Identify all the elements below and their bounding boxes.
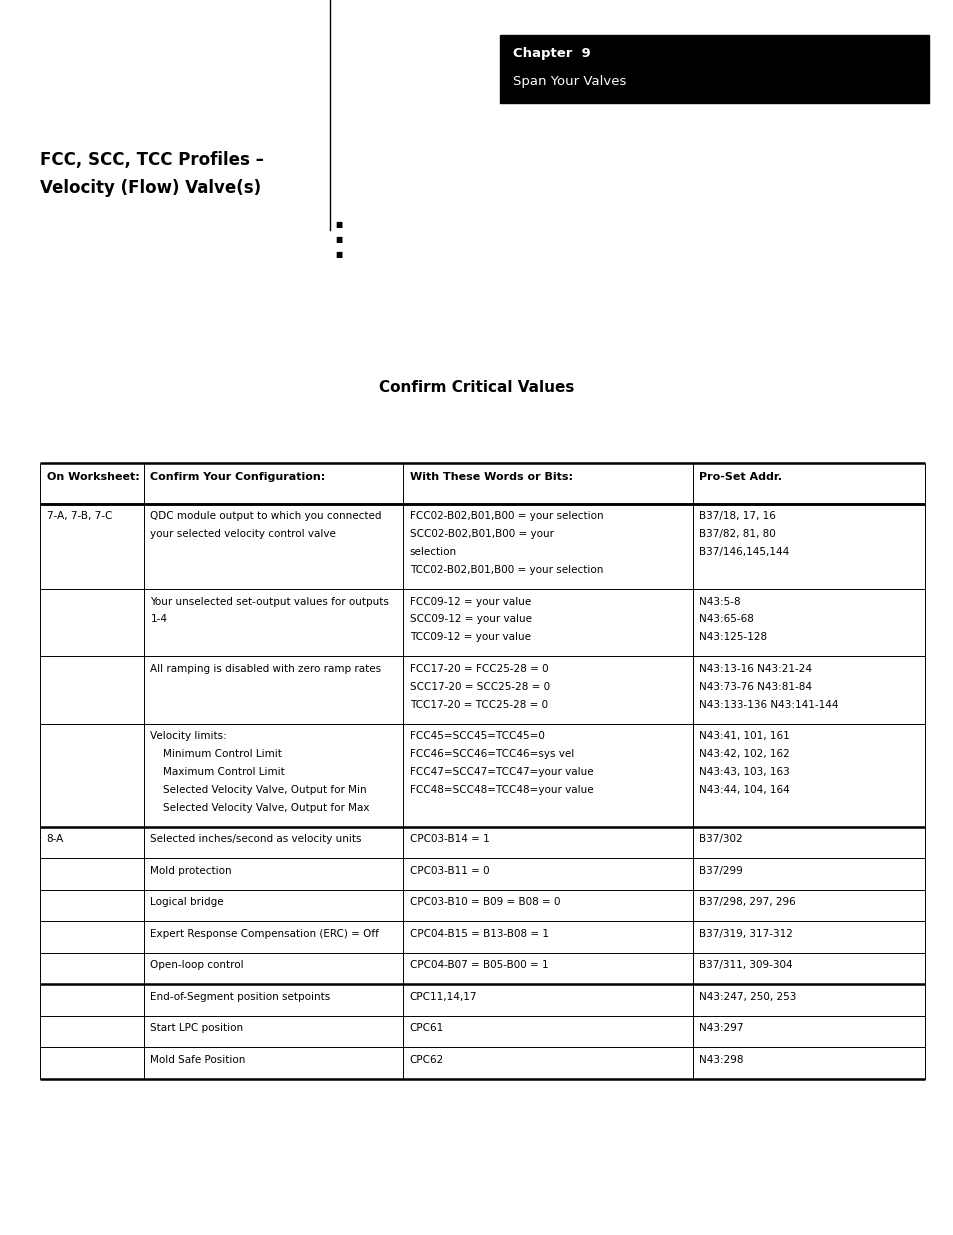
Text: N43:125-128: N43:125-128	[699, 632, 766, 642]
Text: Mold protection: Mold protection	[151, 866, 232, 876]
Text: B37/298, 297, 296: B37/298, 297, 296	[699, 898, 795, 908]
Text: FCC09-12 = your value: FCC09-12 = your value	[409, 597, 531, 606]
Text: selection: selection	[409, 547, 456, 557]
Text: FCC48=SCC48=TCC48=your value: FCC48=SCC48=TCC48=your value	[409, 785, 593, 795]
Text: CPC04-B07 = B05-B00 = 1: CPC04-B07 = B05-B00 = 1	[409, 961, 548, 971]
Text: Confirm Critical Values: Confirm Critical Values	[379, 380, 574, 395]
Text: B37/146,145,144: B37/146,145,144	[699, 547, 789, 557]
Text: FCC17-20 = FCC25-28 = 0: FCC17-20 = FCC25-28 = 0	[409, 664, 548, 674]
Text: Confirm Your Configuration:: Confirm Your Configuration:	[151, 472, 325, 482]
FancyBboxPatch shape	[499, 35, 928, 103]
Text: FCC45=SCC45=TCC45=0: FCC45=SCC45=TCC45=0	[409, 731, 544, 741]
Text: N43:133-136 N43:141-144: N43:133-136 N43:141-144	[699, 700, 838, 710]
Text: End-of-Segment position setpoints: End-of-Segment position setpoints	[151, 992, 331, 1002]
Text: Velocity limits:: Velocity limits:	[151, 731, 227, 741]
Text: On Worksheet:: On Worksheet:	[47, 472, 139, 482]
Text: Expert Response Compensation (ERC) = Off: Expert Response Compensation (ERC) = Off	[151, 929, 378, 939]
Text: FCC, SCC, TCC Profiles –: FCC, SCC, TCC Profiles –	[40, 151, 264, 169]
Text: CPC62: CPC62	[409, 1055, 443, 1065]
Text: SCC02-B02,B01,B00 = your: SCC02-B02,B01,B00 = your	[409, 529, 553, 540]
Text: N43:43, 103, 163: N43:43, 103, 163	[699, 767, 789, 777]
Text: Selected Velocity Valve, Output for Max: Selected Velocity Valve, Output for Max	[151, 803, 370, 813]
Text: B37/299: B37/299	[699, 866, 742, 876]
Text: Selected Velocity Valve, Output for Min: Selected Velocity Valve, Output for Min	[151, 785, 367, 795]
Text: N43:13-16 N43:21-24: N43:13-16 N43:21-24	[699, 664, 811, 674]
Text: B37/18, 17, 16: B37/18, 17, 16	[699, 511, 776, 521]
Text: With These Words or Bits:: With These Words or Bits:	[409, 472, 572, 482]
Text: ■: ■	[335, 220, 343, 230]
Text: Velocity (Flow) Valve(s): Velocity (Flow) Valve(s)	[40, 179, 261, 198]
Text: QDC module output to which you connected: QDC module output to which you connected	[151, 511, 381, 521]
Text: 7-A, 7-B, 7-C: 7-A, 7-B, 7-C	[47, 511, 112, 521]
Text: CPC03-B10 = B09 = B08 = 0: CPC03-B10 = B09 = B08 = 0	[409, 898, 559, 908]
Text: TCC17-20 = TCC25-28 = 0: TCC17-20 = TCC25-28 = 0	[409, 700, 547, 710]
Text: SCC09-12 = your value: SCC09-12 = your value	[409, 615, 531, 625]
Text: SCC17-20 = SCC25-28 = 0: SCC17-20 = SCC25-28 = 0	[409, 682, 549, 692]
Text: Start LPC position: Start LPC position	[151, 1024, 243, 1034]
Text: Selected inches/second as velocity units: Selected inches/second as velocity units	[151, 835, 361, 845]
Text: N43:42, 102, 162: N43:42, 102, 162	[699, 748, 789, 760]
Text: 1-4: 1-4	[151, 615, 167, 625]
Text: N43:247, 250, 253: N43:247, 250, 253	[699, 992, 796, 1002]
Text: TCC02-B02,B01,B00 = your selection: TCC02-B02,B01,B00 = your selection	[409, 566, 602, 576]
Text: All ramping is disabled with zero ramp rates: All ramping is disabled with zero ramp r…	[151, 664, 381, 674]
Text: N43:297: N43:297	[699, 1024, 743, 1034]
Text: Minimum Control Limit: Minimum Control Limit	[151, 748, 282, 760]
Text: CPC03-B14 = 1: CPC03-B14 = 1	[409, 835, 489, 845]
Text: CPC11,14,17: CPC11,14,17	[409, 992, 476, 1002]
Text: your selected velocity control valve: your selected velocity control valve	[151, 529, 335, 540]
Text: CPC03-B11 = 0: CPC03-B11 = 0	[409, 866, 489, 876]
Text: ■: ■	[335, 249, 343, 259]
Text: N43:65-68: N43:65-68	[699, 615, 753, 625]
Text: Open-loop control: Open-loop control	[151, 961, 244, 971]
Text: Pro-Set Addr.: Pro-Set Addr.	[699, 472, 781, 482]
Text: Maximum Control Limit: Maximum Control Limit	[151, 767, 285, 777]
Text: FCC47=SCC47=TCC47=your value: FCC47=SCC47=TCC47=your value	[409, 767, 593, 777]
Text: FCC02-B02,B01,B00 = your selection: FCC02-B02,B01,B00 = your selection	[409, 511, 602, 521]
Text: Mold Safe Position: Mold Safe Position	[151, 1055, 246, 1065]
Text: N43:41, 101, 161: N43:41, 101, 161	[699, 731, 789, 741]
Text: N43:73-76 N43:81-84: N43:73-76 N43:81-84	[699, 682, 811, 692]
Text: TCC09-12 = your value: TCC09-12 = your value	[409, 632, 530, 642]
Text: N43:44, 104, 164: N43:44, 104, 164	[699, 785, 789, 795]
Text: Chapter  9: Chapter 9	[513, 47, 590, 61]
Text: N43:298: N43:298	[699, 1055, 743, 1065]
Text: B37/319, 317-312: B37/319, 317-312	[699, 929, 792, 939]
Text: B37/311, 309-304: B37/311, 309-304	[699, 961, 792, 971]
Text: N43:5-8: N43:5-8	[699, 597, 740, 606]
Text: ■: ■	[335, 235, 343, 245]
Text: Your unselected set-output values for outputs: Your unselected set-output values for ou…	[151, 597, 389, 606]
Text: FCC46=SCC46=TCC46=sys vel: FCC46=SCC46=TCC46=sys vel	[409, 748, 574, 760]
Text: B37/302: B37/302	[699, 835, 742, 845]
Text: Logical bridge: Logical bridge	[151, 898, 224, 908]
Text: CPC04-B15 = B13-B08 = 1: CPC04-B15 = B13-B08 = 1	[409, 929, 548, 939]
Text: CPC61: CPC61	[409, 1024, 443, 1034]
Text: 8-A: 8-A	[47, 835, 64, 845]
Text: Span Your Valves: Span Your Valves	[513, 75, 626, 89]
Text: B37/82, 81, 80: B37/82, 81, 80	[699, 529, 775, 540]
